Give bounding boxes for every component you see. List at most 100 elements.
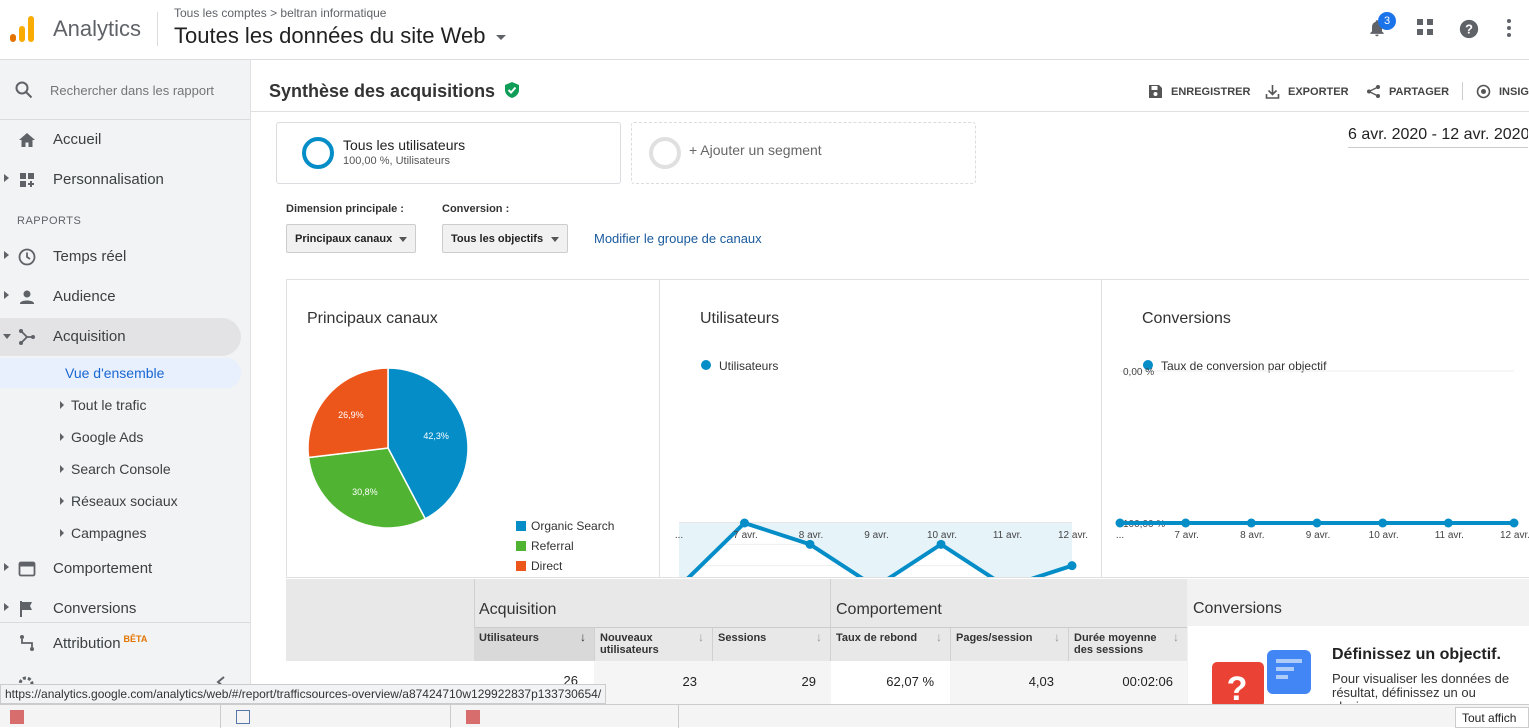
- share-label: PARTAGER: [1389, 86, 1450, 98]
- sort-desc-icon: ↓: [580, 630, 586, 644]
- expand-caret-icon: [60, 465, 64, 473]
- insights-button[interactable]: INSIG: [1476, 84, 1529, 99]
- pie-chart-panel: Principaux canaux 42,3% 30,8% 26,9% Organic…: [286, 279, 660, 578]
- conversion-dropdown[interactable]: Tous les objectifs: [442, 224, 568, 253]
- account-breadcrumb[interactable]: Tous les comptes > beltran informatique: [174, 6, 386, 20]
- total-avg-duration: 00:02:06: [1122, 674, 1173, 689]
- pie-chart[interactable]: 42,3% 30,8% 26,9% Organic Search Referral Dir…: [287, 340, 659, 577]
- apps-grid-icon[interactable]: [1413, 18, 1437, 42]
- sidebar-item-label: Google Ads: [71, 429, 144, 445]
- save-icon: [1149, 85, 1162, 98]
- help-icon[interactable]: ?: [1457, 18, 1481, 42]
- data-point: [740, 518, 749, 528]
- more-vert-icon[interactable]: [1497, 18, 1521, 42]
- share-icon: [1367, 85, 1380, 98]
- app-name[interactable]: Analytics: [53, 16, 142, 41]
- column-header-avg-duration[interactable]: Durée moyenne des sessions ↓: [1068, 627, 1187, 661]
- sidebar-item-attribution[interactable]: Attribution BÊTA: [0, 625, 250, 661]
- data-point: [1067, 561, 1077, 571]
- show-all-button[interactable]: Tout affich: [1455, 707, 1529, 728]
- breadcrumb-account[interactable]: Tous les comptes: [174, 6, 267, 20]
- sort-icon: ↓: [698, 630, 704, 644]
- sidebar-item-google-ads[interactable]: Google Ads: [0, 422, 250, 452]
- dimension-dropdown[interactable]: Principaux canaux: [286, 224, 416, 253]
- svg-text:?: ?: [1227, 670, 1248, 704]
- total-new-users: 23: [682, 674, 697, 689]
- column-header-label: Durée moyenne des sessions: [1074, 632, 1157, 656]
- analytics-logo-icon[interactable]: [8, 14, 36, 44]
- pie-slice: [307, 367, 389, 459]
- sort-icon: ↓: [816, 630, 822, 644]
- behavior-icon: [18, 561, 36, 577]
- users-line-chart[interactable]: Utilisateurs246...7 avr.8 avr.9 avr.10 a…: [660, 340, 1101, 577]
- x-tick-label: 9 avr.: [1306, 530, 1330, 541]
- conversion-label: Conversion :: [442, 203, 510, 215]
- pie-slice-label: 26,9%: [338, 410, 364, 420]
- sidebar-item-audience[interactable]: Audience: [0, 279, 250, 315]
- breadcrumb-separator: >: [270, 6, 278, 20]
- sidebar-item-social[interactable]: Réseaux sociaux: [0, 486, 250, 516]
- save-button[interactable]: ENREGISTRER: [1148, 84, 1250, 99]
- sort-icon: ↓: [1173, 630, 1179, 644]
- total-sessions: 29: [801, 674, 816, 689]
- data-point: [1443, 518, 1453, 528]
- sidebar-item-conversions[interactable]: Conversions: [0, 591, 250, 627]
- x-tick-label: 12 avr.: [1500, 530, 1529, 541]
- segment-all-users[interactable]: Tous les utilisateurs 100,00 %, Utilisat…: [276, 122, 621, 184]
- sidebar-item-overview[interactable]: Vue d'ensemble: [0, 358, 241, 388]
- breadcrumb-property[interactable]: beltran informatique: [280, 6, 387, 20]
- share-button[interactable]: PARTAGER: [1366, 84, 1449, 99]
- sidebar-item-home[interactable]: Accueil: [0, 122, 250, 158]
- dimension-label: Dimension principale :: [286, 203, 404, 215]
- taskbar-window-icon[interactable]: [236, 710, 250, 724]
- toolbar-divider: [1462, 82, 1463, 100]
- sidebar-divider: [0, 622, 250, 623]
- status-url: https://analytics.google.com/analytics/w…: [0, 684, 607, 704]
- x-tick-label: 8 avr.: [1240, 530, 1264, 541]
- date-range-picker[interactable]: 6 avr. 2020 - 12 avr. 2020: [1348, 126, 1528, 148]
- column-header-label: Taux de rebond: [836, 632, 918, 644]
- column-header-sessions[interactable]: Sessions ↓: [712, 627, 830, 661]
- legend-label: Organic Search: [531, 519, 614, 533]
- total-pages-session: 4,03: [1028, 674, 1054, 689]
- svg-text:?: ?: [1465, 22, 1473, 37]
- add-segment-button[interactable]: + Ajouter un segment: [631, 122, 976, 184]
- sidebar-item-label: Temps réel: [53, 248, 127, 265]
- sidebar-search[interactable]: [0, 60, 250, 120]
- taskbar-file-icon[interactable]: [10, 710, 24, 724]
- edit-channel-group-link[interactable]: Modifier le groupe de canaux: [594, 231, 762, 246]
- sidebar-item-realtime[interactable]: Temps réel: [0, 239, 250, 275]
- taskbar-file-icon[interactable]: [466, 710, 480, 724]
- column-header-label: Pages/session: [956, 632, 1033, 644]
- verified-shield-icon: [505, 82, 520, 98]
- data-point: [936, 539, 946, 549]
- export-button[interactable]: EXPORTER: [1265, 84, 1349, 99]
- totals-cell-bounce-bg: [831, 661, 950, 704]
- taskbar: Tout affich: [0, 704, 1529, 728]
- dashboard-icon: [20, 173, 34, 187]
- column-header-users[interactable]: Utilisateurs ↓: [474, 627, 594, 661]
- collapse-caret-icon: [3, 334, 11, 339]
- sidebar-item-acquisition[interactable]: Acquisition: [0, 318, 241, 356]
- sidebar-item-label: Comportement: [53, 560, 153, 577]
- data-point: [1378, 518, 1388, 528]
- legend-label: Referral: [531, 539, 574, 553]
- sidebar-item-behavior[interactable]: Comportement: [0, 551, 250, 587]
- conversion-value: Tous les objectifs: [451, 233, 544, 245]
- sidebar-item-search-console[interactable]: Search Console: [0, 454, 250, 484]
- flag-icon: [20, 601, 32, 617]
- sidebar-item-all-traffic[interactable]: Tout le trafic: [0, 390, 250, 420]
- x-tick-label: ...: [1116, 530, 1124, 541]
- beta-badge: BÊTA: [123, 634, 148, 644]
- view-selector[interactable]: Toutes les données du site Web: [174, 23, 508, 49]
- sidebar-item-label: Réseaux sociaux: [71, 493, 178, 509]
- clock-icon: [18, 248, 36, 266]
- sidebar-item-campaigns[interactable]: Campagnes: [0, 518, 250, 548]
- column-header-pages-session[interactable]: Pages/session ↓: [950, 627, 1068, 661]
- column-header-new-users[interactable]: Nouveaux utilisateurs ↓: [594, 627, 712, 661]
- sidebar-item-customization[interactable]: Personnalisation: [0, 162, 250, 198]
- home-icon: [19, 133, 35, 147]
- sidebar-search-input[interactable]: [50, 79, 245, 101]
- column-header-bounce-rate[interactable]: Taux de rebond ↓: [831, 627, 950, 661]
